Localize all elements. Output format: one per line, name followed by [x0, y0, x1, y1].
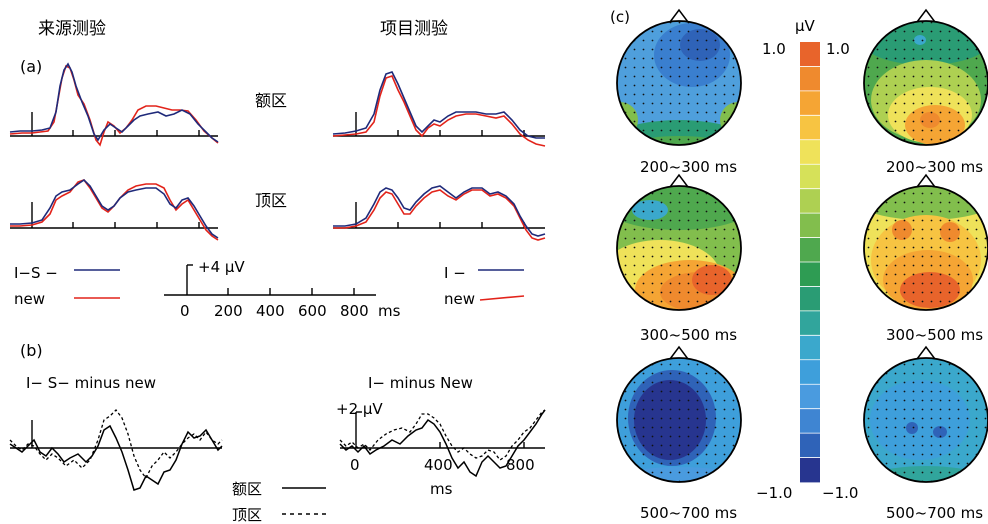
legend-right-new-line [479, 295, 525, 301]
topomap-right-label-3: 500~700 ms [886, 504, 983, 522]
colorbar-swatch [800, 384, 820, 410]
colorbar-swatch [800, 115, 820, 141]
scale-amplitude-a: +4 μV [198, 258, 245, 276]
topomap-right-label-1: 200~300 ms [886, 158, 983, 176]
colorbar-swatch [800, 164, 820, 190]
colorbar-swatch [800, 213, 820, 238]
erp-parietal-item-i [333, 185, 546, 237]
colorbar-swatch [800, 310, 820, 336]
colorbar-swatch [800, 335, 820, 361]
erp-frontal-source-new [9, 64, 219, 147]
panel-label-a: (a) [20, 57, 42, 76]
colorbar-min-left: −1.0 [756, 484, 792, 502]
diff-legend-frontal-label: 额区 [232, 480, 262, 498]
row-label-frontal: 额区 [255, 91, 287, 110]
colorbar-swatch [800, 408, 820, 434]
colorbar-swatch [800, 188, 820, 214]
colorbar-swatch [800, 433, 820, 458]
erp-parietal-source-new [10, 179, 219, 241]
topomap-left-label-2: 300~500 ms [640, 326, 737, 344]
topomap-right-500-700 [863, 345, 988, 483]
scale-tick-400: 400 [256, 302, 285, 320]
scale-tick-800: 800 [340, 302, 369, 320]
colorbar-max-left: 1.0 [762, 40, 786, 58]
row-label-parietal: 顶区 [255, 191, 287, 210]
colorbar-unit: μV [795, 17, 816, 35]
scale-tick-600: 600 [298, 302, 327, 320]
diff-right-title: I− minus New [368, 374, 473, 392]
colorbar-swatch [800, 66, 820, 92]
colorbar-swatch [800, 262, 820, 287]
scale-amplitude-b: +2 μV [336, 400, 383, 418]
colorbar-swatch [800, 457, 820, 483]
diff-tick-400: 400 [424, 456, 453, 474]
topomap-left-label-1: 200~300 ms [640, 158, 737, 176]
colorbar-max-right: 1.0 [826, 40, 850, 58]
erp-frontal-item-i [332, 71, 545, 139]
colorbar-swatch [800, 237, 820, 263]
col-left-title: 来源测验 [38, 19, 106, 39]
panel-label-c: (c) [610, 8, 630, 26]
erp-parietal-source-is [10, 178, 219, 239]
diff-legend-parietal-label: 顶区 [232, 506, 262, 524]
diff-left-title: I− S− minus new [26, 374, 156, 392]
colorbar-swatch [800, 359, 820, 385]
erp-parietal-item-new [333, 189, 546, 241]
legend-right-i-label: I − [444, 264, 466, 282]
legend-left-new-label: new [14, 290, 45, 308]
topomap-left-300-500 [616, 173, 742, 311]
topomap-right-label-2: 300~500 ms [886, 326, 983, 344]
topomap-right-300-500 [863, 173, 988, 311]
scale-tick-0: 0 [180, 302, 190, 320]
topomap-right-200-300 [863, 8, 988, 146]
diff-unit: ms [430, 480, 453, 498]
scale-bar-a [164, 264, 376, 296]
topomap-left-label-3: 500~700 ms [640, 504, 737, 522]
topomap-left-500-700 [616, 345, 742, 483]
diff-left-parietal [9, 409, 223, 480]
colorbar-swatch [800, 90, 820, 116]
diff-axes [10, 411, 545, 449]
diff-tick-0: 0 [350, 456, 360, 474]
diff-left-frontal [9, 424, 223, 491]
colorbar [800, 42, 820, 483]
erp-axes [10, 112, 545, 229]
diff-tick-800: 800 [506, 456, 535, 474]
diff-right-frontal [339, 409, 546, 478]
scale-tick-200: 200 [214, 302, 243, 320]
erp-frontal-source-is [9, 62, 219, 143]
scale-unit-a: ms [378, 302, 401, 320]
topomap-left-200-300 [616, 8, 742, 146]
panel-label-b: (b) [20, 341, 43, 360]
colorbar-min-right: −1.0 [822, 484, 858, 502]
diff-right-parietal [339, 409, 546, 461]
colorbar-swatch [800, 286, 820, 312]
colorbar-swatch [800, 139, 820, 165]
erp-frontal-item-new [332, 75, 546, 147]
col-right-title: 项目测验 [380, 19, 448, 39]
legend-right-new-label: new [444, 290, 475, 308]
colorbar-swatch [800, 42, 820, 67]
legend-left-is-label: I−S − [14, 264, 58, 282]
